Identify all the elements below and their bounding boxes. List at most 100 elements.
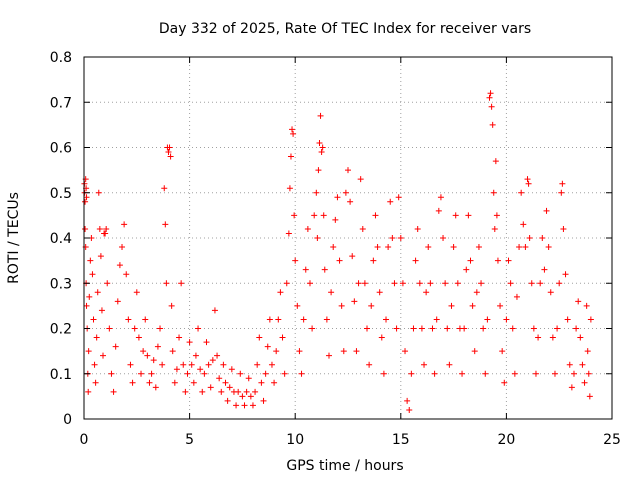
data-point bbox=[513, 293, 520, 300]
data-point bbox=[195, 325, 202, 332]
data-point bbox=[385, 244, 392, 251]
data-point bbox=[408, 370, 415, 377]
data-point bbox=[520, 221, 527, 228]
data-point bbox=[286, 185, 293, 192]
data-point bbox=[311, 212, 318, 219]
data-point bbox=[558, 189, 565, 196]
data-point bbox=[559, 180, 566, 187]
data-point bbox=[364, 325, 371, 332]
data-point bbox=[197, 366, 204, 373]
data-point bbox=[165, 149, 172, 156]
chart-title: Day 332 of 2025, Rate Of TEC Index for r… bbox=[159, 21, 531, 37]
y-tick-label: 0 bbox=[63, 412, 72, 428]
data-point bbox=[306, 280, 313, 287]
data-point bbox=[471, 348, 478, 355]
data-point bbox=[355, 280, 362, 287]
x-tick-label: 0 bbox=[80, 432, 89, 448]
data-point bbox=[135, 334, 142, 341]
plot-frame bbox=[83, 56, 613, 420]
data-point bbox=[258, 379, 265, 386]
data-point bbox=[551, 370, 558, 377]
data-point bbox=[463, 266, 470, 273]
data-point bbox=[86, 293, 93, 300]
data-point bbox=[530, 325, 537, 332]
data-point bbox=[279, 334, 286, 341]
data-point bbox=[180, 361, 187, 368]
data-point bbox=[235, 388, 242, 395]
data-point bbox=[285, 230, 292, 237]
data-point bbox=[167, 153, 174, 160]
data-point bbox=[532, 370, 539, 377]
data-point bbox=[564, 316, 571, 323]
data-point bbox=[509, 325, 516, 332]
data-point bbox=[271, 379, 278, 386]
data-point bbox=[292, 257, 299, 264]
data-point bbox=[336, 257, 343, 264]
x-tick-label: 5 bbox=[185, 432, 194, 448]
data-point bbox=[114, 298, 121, 305]
data-point bbox=[494, 257, 501, 264]
data-point bbox=[93, 334, 100, 341]
data-point bbox=[82, 198, 89, 205]
data-point bbox=[397, 235, 404, 241]
data-point bbox=[169, 348, 176, 355]
data-point bbox=[243, 388, 250, 395]
data-point bbox=[416, 280, 423, 287]
data-point bbox=[334, 194, 341, 201]
data-point bbox=[289, 126, 296, 133]
data-point bbox=[315, 167, 322, 174]
data-point bbox=[171, 379, 178, 386]
data-point bbox=[129, 379, 136, 386]
data-point bbox=[568, 384, 575, 391]
data-point bbox=[83, 302, 90, 309]
data-point bbox=[173, 366, 180, 373]
data-point bbox=[302, 266, 309, 273]
data-point bbox=[287, 153, 294, 160]
data-point bbox=[556, 280, 563, 287]
data-point bbox=[421, 361, 428, 368]
data-point bbox=[429, 325, 436, 332]
data-point bbox=[435, 207, 442, 214]
data-point bbox=[142, 316, 149, 323]
data-point bbox=[368, 302, 375, 309]
data-point bbox=[395, 194, 402, 201]
data-point bbox=[131, 325, 138, 332]
x-tick-label: 10 bbox=[286, 432, 304, 448]
data-point bbox=[199, 388, 206, 395]
x-axis-label: GPS time / hours bbox=[286, 458, 403, 474]
data-point bbox=[211, 307, 218, 314]
data-point bbox=[573, 325, 580, 332]
data-point bbox=[562, 271, 569, 278]
data-point bbox=[511, 370, 518, 377]
data-point bbox=[332, 216, 339, 223]
data-point bbox=[290, 130, 297, 137]
data-point bbox=[178, 280, 185, 287]
data-point bbox=[85, 388, 92, 395]
data-point bbox=[402, 348, 409, 355]
data-point bbox=[320, 212, 327, 219]
data-point bbox=[201, 370, 208, 377]
data-point bbox=[161, 185, 168, 192]
y-axis-ticks: 0 0.1 0.2 0.3 0.4 0.5 0.6 0.7 0.8 bbox=[50, 50, 612, 428]
data-point bbox=[393, 325, 400, 332]
data-point bbox=[313, 189, 320, 196]
data-point bbox=[446, 361, 453, 368]
x-axis-ticks: 0 5 10 15 20 25 bbox=[80, 57, 621, 448]
data-point bbox=[585, 370, 592, 377]
data-point bbox=[488, 103, 495, 110]
data-point bbox=[82, 225, 89, 232]
data-point bbox=[214, 352, 221, 359]
data-point bbox=[461, 325, 468, 332]
data-point bbox=[539, 235, 546, 241]
data-point bbox=[465, 212, 472, 219]
data-point bbox=[192, 352, 199, 359]
data-point bbox=[583, 302, 590, 309]
data-point bbox=[389, 235, 396, 241]
data-point bbox=[233, 402, 240, 409]
data-point bbox=[577, 334, 584, 341]
data-point bbox=[125, 316, 132, 323]
data-point bbox=[414, 225, 421, 232]
data-point bbox=[351, 298, 358, 305]
data-point bbox=[410, 325, 417, 332]
data-point bbox=[281, 370, 288, 377]
